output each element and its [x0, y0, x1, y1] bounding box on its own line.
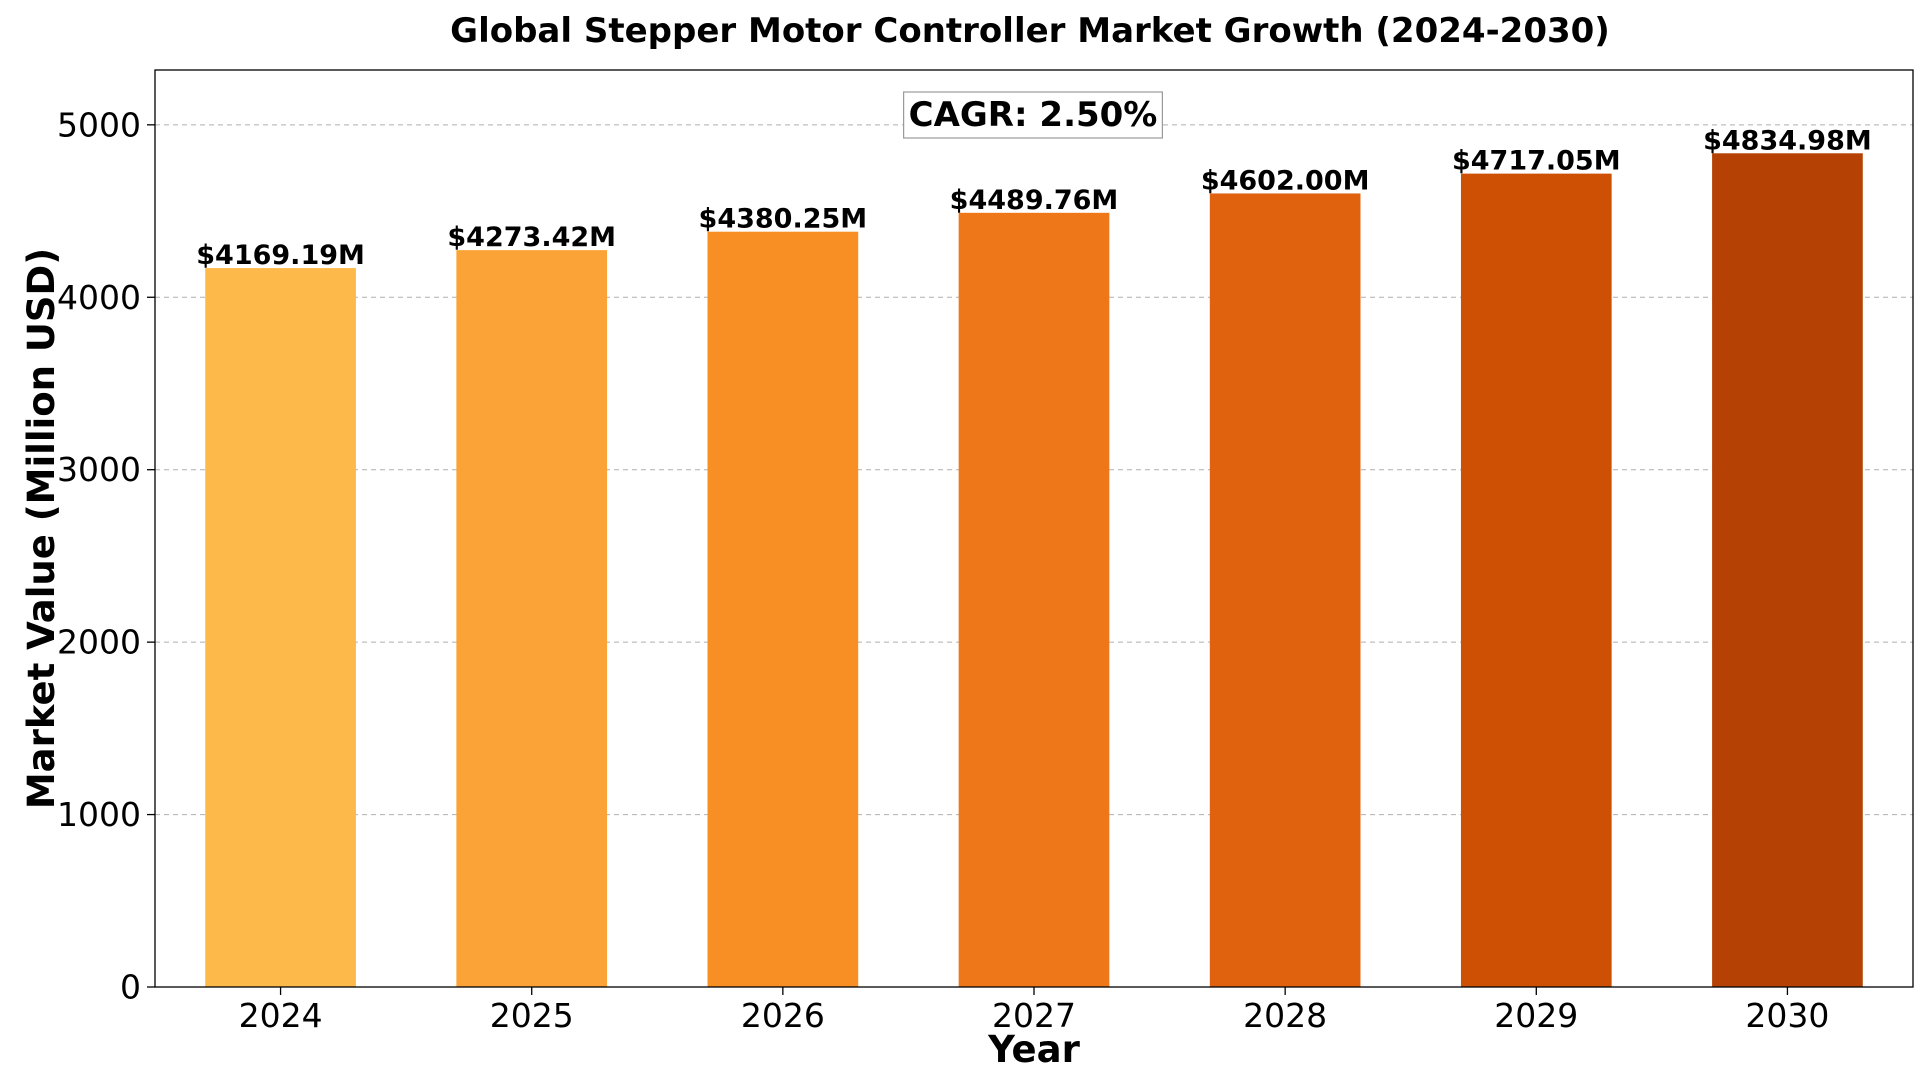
data-label-2025: $4273.42M	[447, 222, 616, 253]
bar-2025	[456, 250, 608, 988]
y-tick-label-5: 5000	[57, 105, 141, 144]
y-tick-label-1: 1000	[57, 795, 141, 834]
x-tick-label-2028: 2028	[1243, 996, 1327, 1035]
cagr-box	[903, 91, 1163, 139]
bar-2024	[205, 268, 356, 988]
bar-2030	[1712, 153, 1863, 988]
cagr-annotation: CAGR: 2.50%	[903, 91, 1163, 139]
x-axis-label: Year	[987, 1028, 1080, 1071]
bar-2029	[1460, 173, 1612, 987]
bar-2028	[1209, 193, 1361, 987]
cagr-text: CAGR: 2.50%	[909, 95, 1158, 135]
x-tick-label-2026: 2026	[741, 996, 825, 1035]
y-tick-label-3: 3000	[57, 450, 141, 489]
x-tick-label-2030: 2030	[1745, 996, 1829, 1035]
x-tick-label-2024: 2024	[239, 996, 323, 1035]
bar-2026	[707, 231, 859, 987]
y-axis-ticks: 0 1000 2000 3000 4000 5000	[57, 105, 155, 1007]
y-tick-label-2: 2000	[57, 623, 141, 662]
data-label-2030: $4834.98M	[1703, 125, 1872, 156]
x-tick-label-2025: 2025	[490, 996, 574, 1035]
y-tick-label-0: 0	[120, 968, 141, 1007]
data-label-2024: $4169.19M	[196, 240, 365, 271]
data-label-2026: $4380.25M	[699, 204, 868, 235]
x-axis-ticks: 2024 2025 2026 2027 2028 2029 2030	[239, 987, 1829, 1035]
y-axis-label: Market Value (Million USD)	[20, 248, 63, 809]
bar-2027	[958, 212, 1110, 988]
data-label-2029: $4717.05M	[1452, 146, 1621, 177]
chart-title: Global Stepper Motor Controller Market G…	[450, 11, 1610, 51]
data-label-2028: $4602.00M	[1201, 165, 1370, 196]
x-tick-label-2027: 2027	[992, 996, 1076, 1035]
data-label-2027: $4489.76M	[950, 185, 1119, 216]
x-tick-label-2029: 2029	[1494, 996, 1578, 1035]
data-labels: $4169.19M $4273.42M $4380.25M $4489.76M $460…	[196, 125, 1871, 271]
bars	[205, 153, 1863, 988]
y-tick-label-4: 4000	[57, 278, 141, 317]
